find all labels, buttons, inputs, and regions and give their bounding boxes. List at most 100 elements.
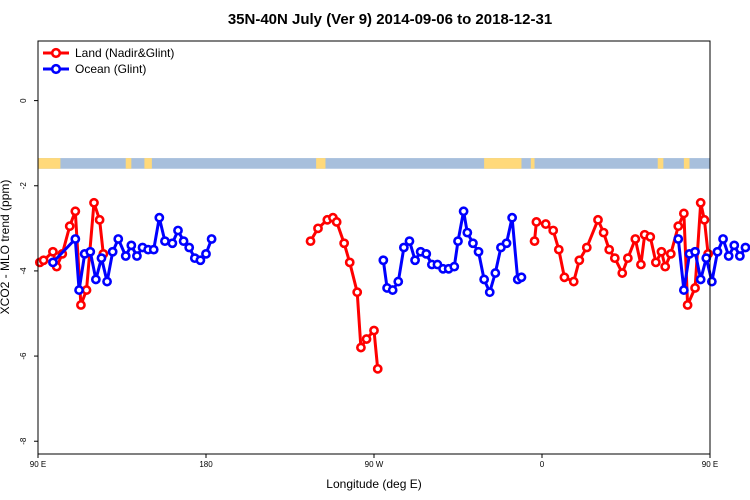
land-strip-segment (530, 158, 535, 169)
land-point (352, 287, 363, 298)
ocean-point (387, 285, 398, 295)
land-point (617, 268, 628, 278)
land-strip-segment (316, 158, 326, 169)
land-point (699, 214, 710, 225)
ocean-legend-marker (50, 63, 62, 75)
land-point (76, 300, 86, 310)
land-point (645, 231, 656, 242)
land-point (48, 246, 58, 257)
land-strip-segment (657, 158, 664, 169)
ocean-point (132, 251, 142, 261)
ocean-point (712, 246, 723, 257)
y-tick-label: -4 (19, 267, 28, 275)
y-axis: 0 -2 -4 -6 -8 (19, 98, 38, 445)
land-legend-marker (50, 47, 62, 59)
ocean-point (484, 287, 495, 298)
ocean-point (404, 236, 415, 247)
land-point (593, 214, 603, 225)
land-point (38, 255, 49, 266)
land-point (574, 255, 585, 266)
ocean-point (462, 227, 473, 238)
ocean-point (410, 255, 420, 266)
land-legend-label: Land (Nadir&Glint) (75, 46, 174, 60)
ocean-point (695, 274, 706, 285)
ocean-point (501, 238, 512, 249)
land-point (94, 214, 105, 225)
land-point (581, 242, 592, 253)
x-axis-label: Longitude (deg E) (326, 477, 421, 491)
ocean-point (184, 242, 195, 253)
land-strip-segment (38, 158, 61, 169)
land-point (70, 206, 81, 217)
land-point (598, 227, 609, 238)
land-point (678, 208, 689, 219)
x-axis: 90 E 180 90 W 0 90 E (30, 454, 718, 469)
land-point (673, 221, 684, 232)
land-point (604, 244, 615, 255)
land-point (64, 221, 75, 232)
ocean-point (154, 212, 165, 223)
land-point (622, 253, 633, 264)
ocean-point (690, 246, 700, 257)
land-point (695, 197, 706, 208)
x-tick-label: 90 E (702, 460, 718, 469)
land-point (540, 219, 551, 229)
ocean-point (740, 242, 750, 253)
land-point (656, 246, 667, 257)
ocean-point (473, 246, 484, 257)
ocean-point (701, 253, 712, 264)
ocean-point (178, 236, 189, 247)
ocean-point (96, 253, 107, 264)
ocean-point (120, 251, 131, 261)
x-tick-label: 90 E (30, 460, 46, 469)
y-tick-label: 0 (19, 98, 28, 103)
ocean-point (490, 268, 501, 278)
land-strip-segment (484, 158, 522, 169)
ocean-point (85, 246, 96, 257)
land-point (690, 283, 700, 293)
land-point (361, 334, 372, 344)
land-point (559, 272, 570, 283)
land-point (660, 261, 671, 272)
ocean-point (718, 234, 728, 244)
ocean-point (678, 285, 689, 295)
land-point (529, 236, 540, 247)
ocean-point (173, 225, 183, 236)
ocean-point (90, 274, 101, 285)
ocean-point (393, 276, 404, 287)
y-tick-label: -6 (19, 352, 28, 360)
land-point (331, 217, 342, 227)
ocean-point (70, 234, 81, 244)
y-tick-label: -2 (19, 182, 28, 190)
ocean-point (74, 285, 84, 295)
ocean-legend-label: Ocean (Glint) (75, 62, 146, 76)
land-point (636, 259, 646, 270)
land-point (609, 253, 620, 264)
ocean-point (160, 236, 170, 247)
x-tick-label: 0 (540, 460, 545, 469)
land-point (372, 363, 383, 374)
ocean-point (479, 274, 490, 285)
ocean-point (458, 206, 469, 217)
ocean-point (107, 246, 118, 257)
ocean-point (148, 244, 159, 255)
land-point (356, 342, 366, 353)
land-strip-segment (125, 158, 132, 169)
ocean-strip (38, 158, 710, 169)
y-tick-label: -8 (19, 437, 28, 445)
land-point (531, 217, 542, 227)
land-point (568, 276, 579, 287)
land-point (682, 300, 693, 310)
ocean-point (734, 251, 745, 261)
land-point (548, 225, 559, 236)
x-tick-label: 180 (199, 460, 213, 469)
ocean-point (48, 257, 58, 268)
land-point (630, 234, 641, 244)
ocean-point (706, 276, 717, 287)
ocean-point (113, 234, 124, 244)
x-tick-label: 90 W (365, 460, 384, 469)
ocean-point (398, 242, 409, 253)
ocean-point (206, 234, 217, 244)
